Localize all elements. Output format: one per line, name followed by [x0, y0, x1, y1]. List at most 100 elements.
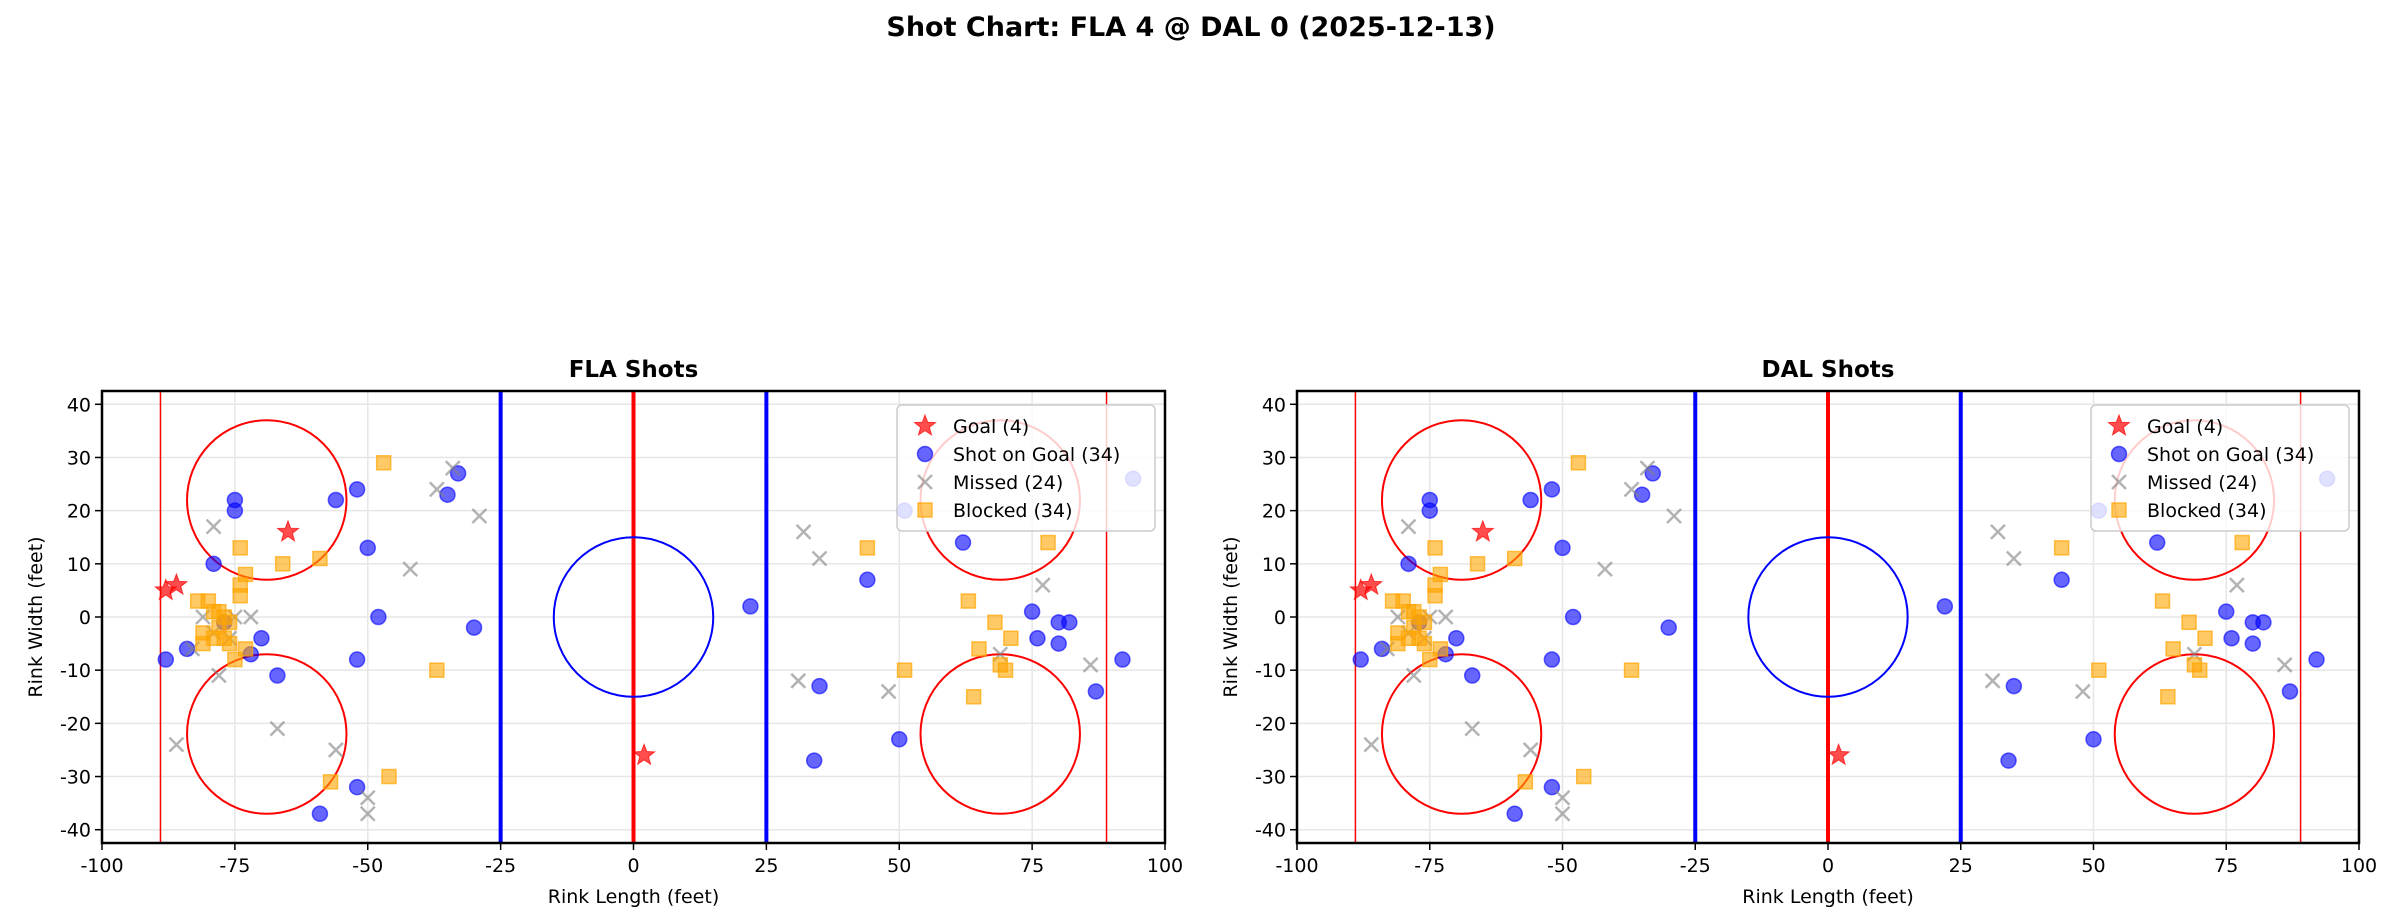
point-square: [205, 603, 222, 620]
x-axis-label: Rink Length (feet): [548, 886, 719, 908]
point-square: [375, 455, 392, 471]
point-circle: [1564, 608, 1582, 626]
point-square: [211, 619, 227, 636]
point-circle: [2053, 571, 2070, 589]
point-x: [242, 609, 259, 625]
data-points: [153, 455, 1142, 823]
point-star: [632, 742, 656, 766]
point-circle: [1543, 651, 1561, 668]
rink-markings: [159, 391, 1108, 843]
data-points: [1348, 455, 2336, 823]
point-circle: [2085, 731, 2102, 748]
point-square: [896, 662, 913, 678]
point-square: [1570, 455, 1587, 471]
point-x: [2074, 683, 2091, 700]
point-x: [359, 805, 376, 822]
point-circle: [891, 731, 908, 748]
point-square: [274, 556, 291, 572]
y-tick-label: 20: [67, 501, 91, 523]
legend-marker-square: [2111, 502, 2127, 518]
point-circle: [954, 534, 972, 551]
y-axis-label: Rink Width (feet): [1220, 536, 1242, 697]
y-tick-label: -20: [1255, 713, 1286, 735]
point-circle: [1352, 651, 1369, 668]
point-square: [381, 768, 397, 785]
faceoff-circle: [2113, 653, 2276, 815]
x-tick-label: 100: [1147, 855, 1183, 877]
point-x: [1990, 524, 2006, 540]
x-tick-label: 0: [1822, 855, 1834, 877]
point-square: [1506, 550, 1523, 567]
faceoff-circle: [186, 419, 348, 581]
point-square: [2154, 593, 2171, 609]
point-square: [1623, 662, 1640, 678]
y-tick-label: -40: [60, 820, 91, 842]
center-ice-circle: [552, 536, 715, 698]
x-tick-label: 100: [2341, 855, 2377, 877]
point-circle: [1522, 491, 1539, 509]
y-tick-label: 40: [67, 394, 91, 416]
x-tick-label: 0: [627, 855, 639, 877]
y-tick-label: 30: [1262, 447, 1286, 469]
point-square: [322, 774, 339, 790]
point-square: [1427, 587, 1443, 604]
legend-label: Blocked (34): [2147, 500, 2267, 522]
point-square: [2234, 534, 2250, 551]
point-square: [2091, 662, 2107, 678]
legend: Goal (4) Shot on Goal (34) Missed (24) Bloc…: [896, 404, 1156, 532]
point-x: [1363, 736, 1380, 753]
point-circle: [370, 608, 387, 626]
y-tick-label: -30: [1255, 767, 1286, 789]
point-square: [1003, 630, 1019, 647]
point-square: [997, 662, 1014, 678]
y-tick-label: 30: [67, 447, 91, 469]
point-square: [2191, 662, 2208, 678]
y-tick-label: 10: [1262, 554, 1286, 576]
point-circle: [805, 752, 823, 769]
point-x: [205, 518, 222, 535]
point-circle: [1660, 619, 1677, 636]
legend-label: Goal (4): [953, 416, 1029, 438]
legend-marker-star: [2107, 413, 2131, 437]
point-square: [859, 540, 876, 556]
legend-marker-circle: [2110, 445, 2128, 463]
legend-label: Missed (24): [953, 472, 1063, 494]
faceoff-circle: [1380, 419, 1543, 581]
point-square: [2053, 540, 2070, 556]
legend-marker-square: [917, 502, 933, 518]
point-x: [444, 460, 461, 476]
y-axis-label: Rink Width (feet): [25, 536, 47, 697]
point-circle: [1463, 667, 1481, 684]
x-tick-label: 75: [2214, 855, 2238, 877]
legend-marker-x: [917, 474, 933, 490]
point-square: [1040, 534, 1056, 551]
point-circle: [157, 651, 175, 668]
point-star: [276, 519, 300, 542]
point-star: [164, 572, 189, 596]
point-square: [965, 689, 982, 705]
point-circle: [2308, 651, 2325, 668]
point-circle: [1373, 640, 1391, 658]
point-circle: [2000, 752, 2017, 769]
point-x: [269, 720, 286, 737]
point-x: [1984, 672, 2001, 689]
point-x: [471, 508, 488, 524]
legend-marker-circle: [916, 445, 934, 463]
point-x: [790, 672, 807, 689]
point-square: [429, 662, 445, 678]
point-circle: [1023, 603, 1041, 620]
point-circle: [2218, 603, 2235, 620]
point-circle: [811, 677, 828, 695]
y-tick-label: -20: [60, 713, 91, 735]
point-circle: [2223, 630, 2240, 647]
point-x: [1597, 561, 1613, 578]
x-tick-label: 25: [1949, 855, 1973, 877]
y-tick-label: 10: [67, 554, 91, 576]
point-x: [1554, 789, 1571, 806]
point-x: [1082, 656, 1099, 673]
legend-marker-x: [2111, 474, 2127, 490]
point-x: [880, 683, 897, 700]
panel-title: DAL Shots: [1762, 357, 1895, 383]
point-x: [1400, 518, 1417, 535]
